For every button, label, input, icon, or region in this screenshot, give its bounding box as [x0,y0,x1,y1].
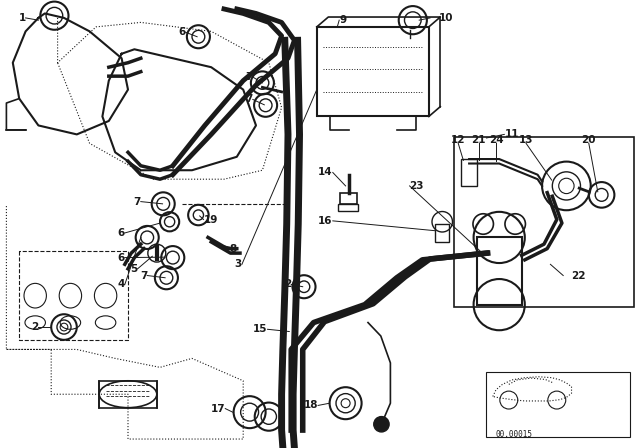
Text: 22: 22 [571,271,586,280]
Text: 19: 19 [204,215,218,224]
Text: 24: 24 [489,135,503,145]
Bar [454,137,634,307]
Text: 21: 21 [472,135,486,145]
Text: 11: 11 [504,129,519,139]
Text: 7: 7 [140,271,147,280]
Text: 14: 14 [318,168,333,177]
Bar [99,381,157,408]
Text: 4: 4 [117,280,125,289]
Text: 7: 7 [245,95,253,104]
Text: 00.00015: 00.00015 [496,430,533,439]
Bar [340,193,357,204]
Text: 5: 5 [131,264,138,274]
Text: 17: 17 [211,404,225,414]
Text: 18: 18 [303,401,318,410]
Text: 3: 3 [235,259,242,269]
Bar [435,224,449,242]
Circle shape [374,417,389,432]
Bar [477,237,522,305]
Text: 20: 20 [582,135,596,145]
Text: 6: 6 [118,228,125,238]
Bar [461,159,477,186]
Text: 8: 8 [230,244,237,254]
Text: 6: 6 [179,27,186,37]
Bar [317,27,429,116]
Bar [486,372,630,437]
Text: 10: 10 [438,13,453,23]
Text: 1: 1 [19,13,26,23]
Text: 12: 12 [451,135,465,145]
Text: 2: 2 [31,322,38,332]
Text: 9: 9 [339,15,346,25]
Text: 6: 6 [118,253,125,263]
Text: 13: 13 [519,135,533,145]
Text: 16: 16 [318,216,333,226]
Text: 2: 2 [284,280,291,289]
Text: 7: 7 [245,72,253,82]
Text: 15: 15 [253,324,268,334]
Text: 23: 23 [410,181,424,191]
Bar [338,204,358,211]
Text: 7: 7 [133,197,141,207]
